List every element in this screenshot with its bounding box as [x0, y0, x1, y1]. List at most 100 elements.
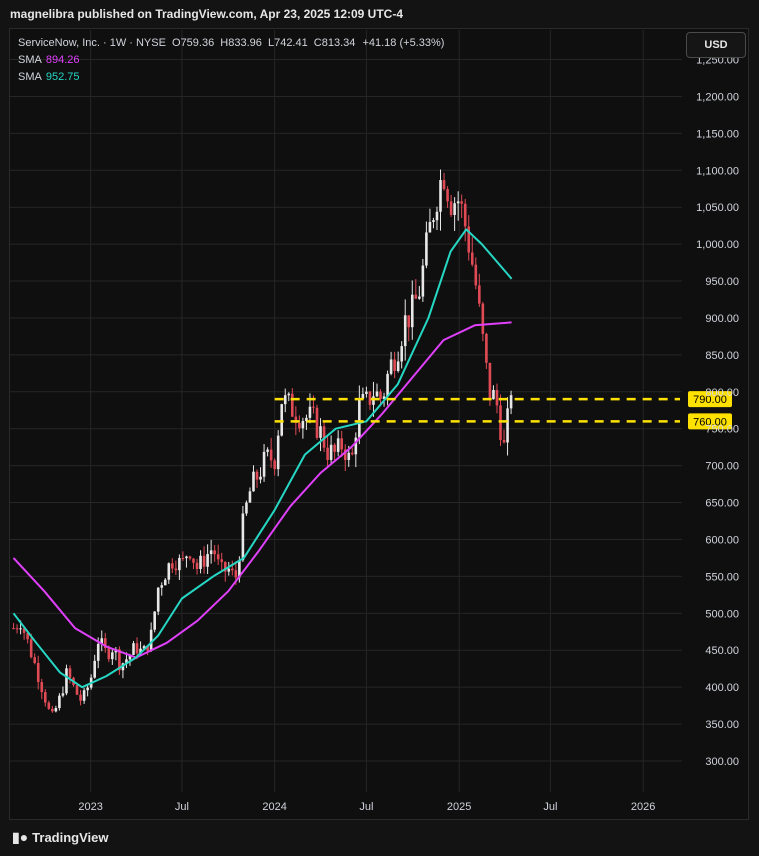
candle-body [68, 668, 72, 678]
chart-legend: ServiceNow, Inc. · 1W · NYSE O759.36 H83… [18, 35, 444, 86]
low-value: 742.41 [274, 37, 308, 49]
grid-layer [10, 30, 682, 792]
y-tick-label: 500.00 [705, 608, 739, 620]
candle-body [485, 333, 488, 363]
candle-body [61, 693, 65, 696]
y-tick-label: 600.00 [705, 534, 739, 546]
candle-body [432, 220, 435, 222]
y-tick-label: 950.00 [705, 276, 739, 288]
candle-body [439, 180, 442, 212]
candle-body [400, 346, 403, 362]
candle-body [315, 407, 319, 438]
chart-frame[interactable] [9, 28, 749, 820]
candle-body [255, 471, 259, 480]
candle-body [238, 560, 241, 578]
candle-body [347, 452, 351, 461]
x-tick-label: Jul [175, 801, 189, 813]
symbol-label[interactable]: ServiceNow, Inc. · 1W · NYSE [18, 37, 166, 49]
y-tick-label: 1,100.00 [696, 165, 739, 177]
candle-body [58, 695, 61, 709]
candle-body [358, 398, 361, 438]
candle-body [54, 708, 58, 712]
x-tick-label: 2024 [262, 801, 286, 813]
candle-body [283, 395, 287, 405]
footer-brand[interactable]: ▮● TradingView [12, 829, 109, 846]
candle-body [354, 437, 358, 455]
candle-body [160, 585, 164, 588]
high-key: H [220, 37, 229, 49]
candle-body [220, 559, 224, 562]
candle-body [336, 438, 340, 452]
low-key: L [267, 37, 275, 49]
y-tick-label: 400.00 [705, 682, 739, 694]
candle-body [474, 264, 478, 286]
candle-body [188, 556, 192, 559]
candle-body [153, 611, 156, 630]
candle-body [365, 391, 368, 394]
candle-body [259, 476, 262, 480]
x-tick-label: Jul [543, 801, 557, 813]
candle-body [51, 708, 54, 712]
candle-body [142, 646, 146, 649]
candle-body [12, 628, 15, 630]
open-value: 759.36 [180, 37, 215, 49]
candle-body [407, 315, 411, 328]
candle-body [79, 694, 82, 701]
candle-body [22, 628, 26, 633]
candle-body [96, 643, 100, 661]
candle-body [47, 702, 51, 709]
candle-body [329, 444, 333, 460]
candle-body [495, 389, 499, 406]
candle-body [167, 563, 171, 580]
candle-body [227, 568, 231, 572]
candle-body [488, 362, 492, 400]
candle-body [276, 435, 280, 470]
candle-body [492, 389, 495, 400]
candle-body [386, 373, 389, 397]
candle-body [248, 491, 252, 503]
candle-body [382, 396, 386, 399]
sma2-label: SMA [18, 71, 42, 83]
candle-body [414, 294, 418, 299]
sma-line-1 [12, 321, 512, 659]
y-tick-label: 1,000.00 [696, 239, 739, 251]
candle-body [103, 638, 107, 649]
candle-body [107, 648, 111, 660]
y-tick-label: 1,250.00 [696, 55, 739, 67]
candle-body [442, 180, 446, 190]
candle-body [135, 643, 139, 654]
candle-body [291, 393, 294, 417]
candle-body [435, 211, 439, 221]
high-value: 833.96 [228, 37, 262, 49]
candle-body [333, 444, 336, 452]
candle-body [410, 294, 414, 328]
candle-body [195, 562, 199, 569]
sma1-value: 894.26 [45, 54, 80, 66]
candle-body [139, 648, 142, 654]
candle-body [86, 687, 89, 691]
candle-body [26, 632, 29, 640]
candle-body [266, 449, 269, 452]
sma1-row[interactable]: SMA 894.26 [18, 52, 444, 69]
candle-body [19, 628, 22, 630]
candle-body [241, 513, 245, 561]
y-axis: 300.00 350.00 400.00 450.00 500.00 550.00 600.… [696, 55, 739, 768]
candle-body [319, 426, 322, 438]
x-axis: 2023 Jul 2024 Jul 2025 Jul 2026 [78, 801, 655, 813]
close-key: C [313, 37, 322, 49]
candle-body [118, 649, 121, 671]
candle-body [245, 502, 248, 514]
candle-body [100, 638, 104, 644]
price-level-label: 790.00 [693, 394, 727, 406]
sma2-row[interactable]: SMA 952.75 [18, 69, 444, 86]
candle-body [389, 359, 393, 374]
currency-button[interactable]: USD [686, 32, 746, 58]
candle-body [478, 285, 481, 304]
candle-body [301, 421, 305, 429]
y-tick-label: 900.00 [705, 313, 739, 325]
candle-body [368, 391, 372, 405]
candle-body [467, 226, 471, 253]
candle-body [393, 359, 396, 371]
price-level-label: 760.00 [693, 416, 727, 428]
